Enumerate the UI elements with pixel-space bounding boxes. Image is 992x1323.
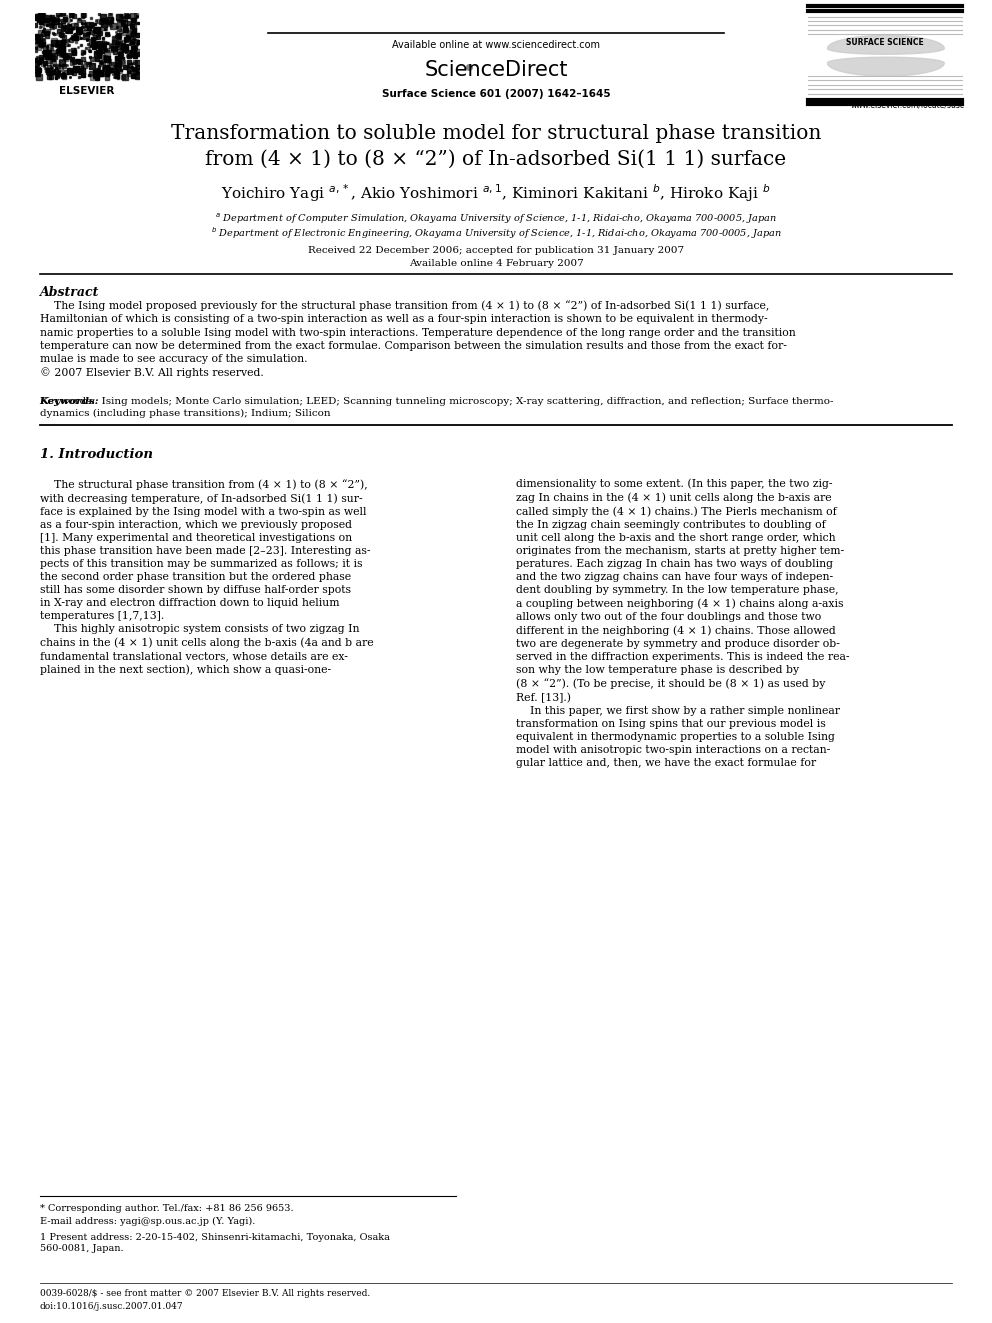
Text: SURFACE SCIENCE: SURFACE SCIENCE [846, 38, 925, 48]
Text: * Corresponding author. Tel./fax: +81 86 256 9653.: * Corresponding author. Tel./fax: +81 86… [40, 1204, 294, 1213]
Text: Transformation to soluble model for structural phase transition: Transformation to soluble model for stru… [171, 124, 821, 143]
Text: from (4 × 1) to (8 × “2”) of In-adsorbed Si(1 1 1) surface: from (4 × 1) to (8 × “2”) of In-adsorbed… [205, 149, 787, 168]
Text: Available online at www.sciencedirect.com: Available online at www.sciencedirect.co… [392, 40, 600, 50]
Text: ELSEVIER: ELSEVIER [60, 86, 114, 97]
Text: Received 22 December 2006; accepted for publication 31 January 2007: Received 22 December 2006; accepted for … [308, 246, 684, 255]
Text: Keywords:  Ising models; Monte Carlo simulation; LEED; Scanning tunneling micros: Keywords: Ising models; Monte Carlo simu… [40, 397, 833, 418]
Text: The Ising model proposed previously for the structural phase transition from (4 : The Ising model proposed previously for … [40, 300, 796, 378]
Text: $^{b}$ Department of Electronic Engineering, Okayama University of Science, 1-1,: $^{b}$ Department of Electronic Engineer… [210, 225, 782, 241]
Text: $^{a}$ Department of Computer Simulation, Okayama University of Science, 1-1, Ri: $^{a}$ Department of Computer Simulation… [215, 212, 777, 226]
Text: Available online 4 February 2007: Available online 4 February 2007 [409, 259, 583, 269]
Text: doi:10.1016/j.susc.2007.01.047: doi:10.1016/j.susc.2007.01.047 [40, 1302, 184, 1311]
Text: Keywords:: Keywords: [40, 397, 99, 406]
Text: •: • [461, 58, 476, 82]
Text: 1 Present address: 2-20-15-402, Shinsenri-kitamachi, Toyonaka, Osaka
560-0081, J: 1 Present address: 2-20-15-402, Shinsenr… [40, 1233, 390, 1253]
Text: 1. Introduction: 1. Introduction [40, 448, 153, 462]
Text: E-mail address: yagi@sp.ous.ac.jp (Y. Yagi).: E-mail address: yagi@sp.ous.ac.jp (Y. Ya… [40, 1217, 255, 1226]
Text: The structural phase transition from (4 × 1) to (8 × “2”),
with decreasing tempe: The structural phase transition from (4 … [40, 479, 373, 675]
Text: Surface Science 601 (2007) 1642–1645: Surface Science 601 (2007) 1642–1645 [382, 89, 610, 99]
Text: dimensionality to some extent. (In this paper, the two zig-
zag In chains in the: dimensionality to some extent. (In this … [516, 479, 849, 767]
Text: Yoichiro Yagi $^{a,*}$, Akio Yoshimori $^{a,1}$, Kiminori Kakitani $^{b}$, Hirok: Yoichiro Yagi $^{a,*}$, Akio Yoshimori $… [221, 183, 771, 204]
Text: www.elsevier.com/locate/susc: www.elsevier.com/locate/susc [851, 101, 964, 110]
Text: ScienceDirect: ScienceDirect [425, 60, 567, 79]
Text: Abstract: Abstract [40, 286, 99, 299]
Text: 0039-6028/$ - see front matter © 2007 Elsevier B.V. All rights reserved.: 0039-6028/$ - see front matter © 2007 El… [40, 1289, 370, 1298]
